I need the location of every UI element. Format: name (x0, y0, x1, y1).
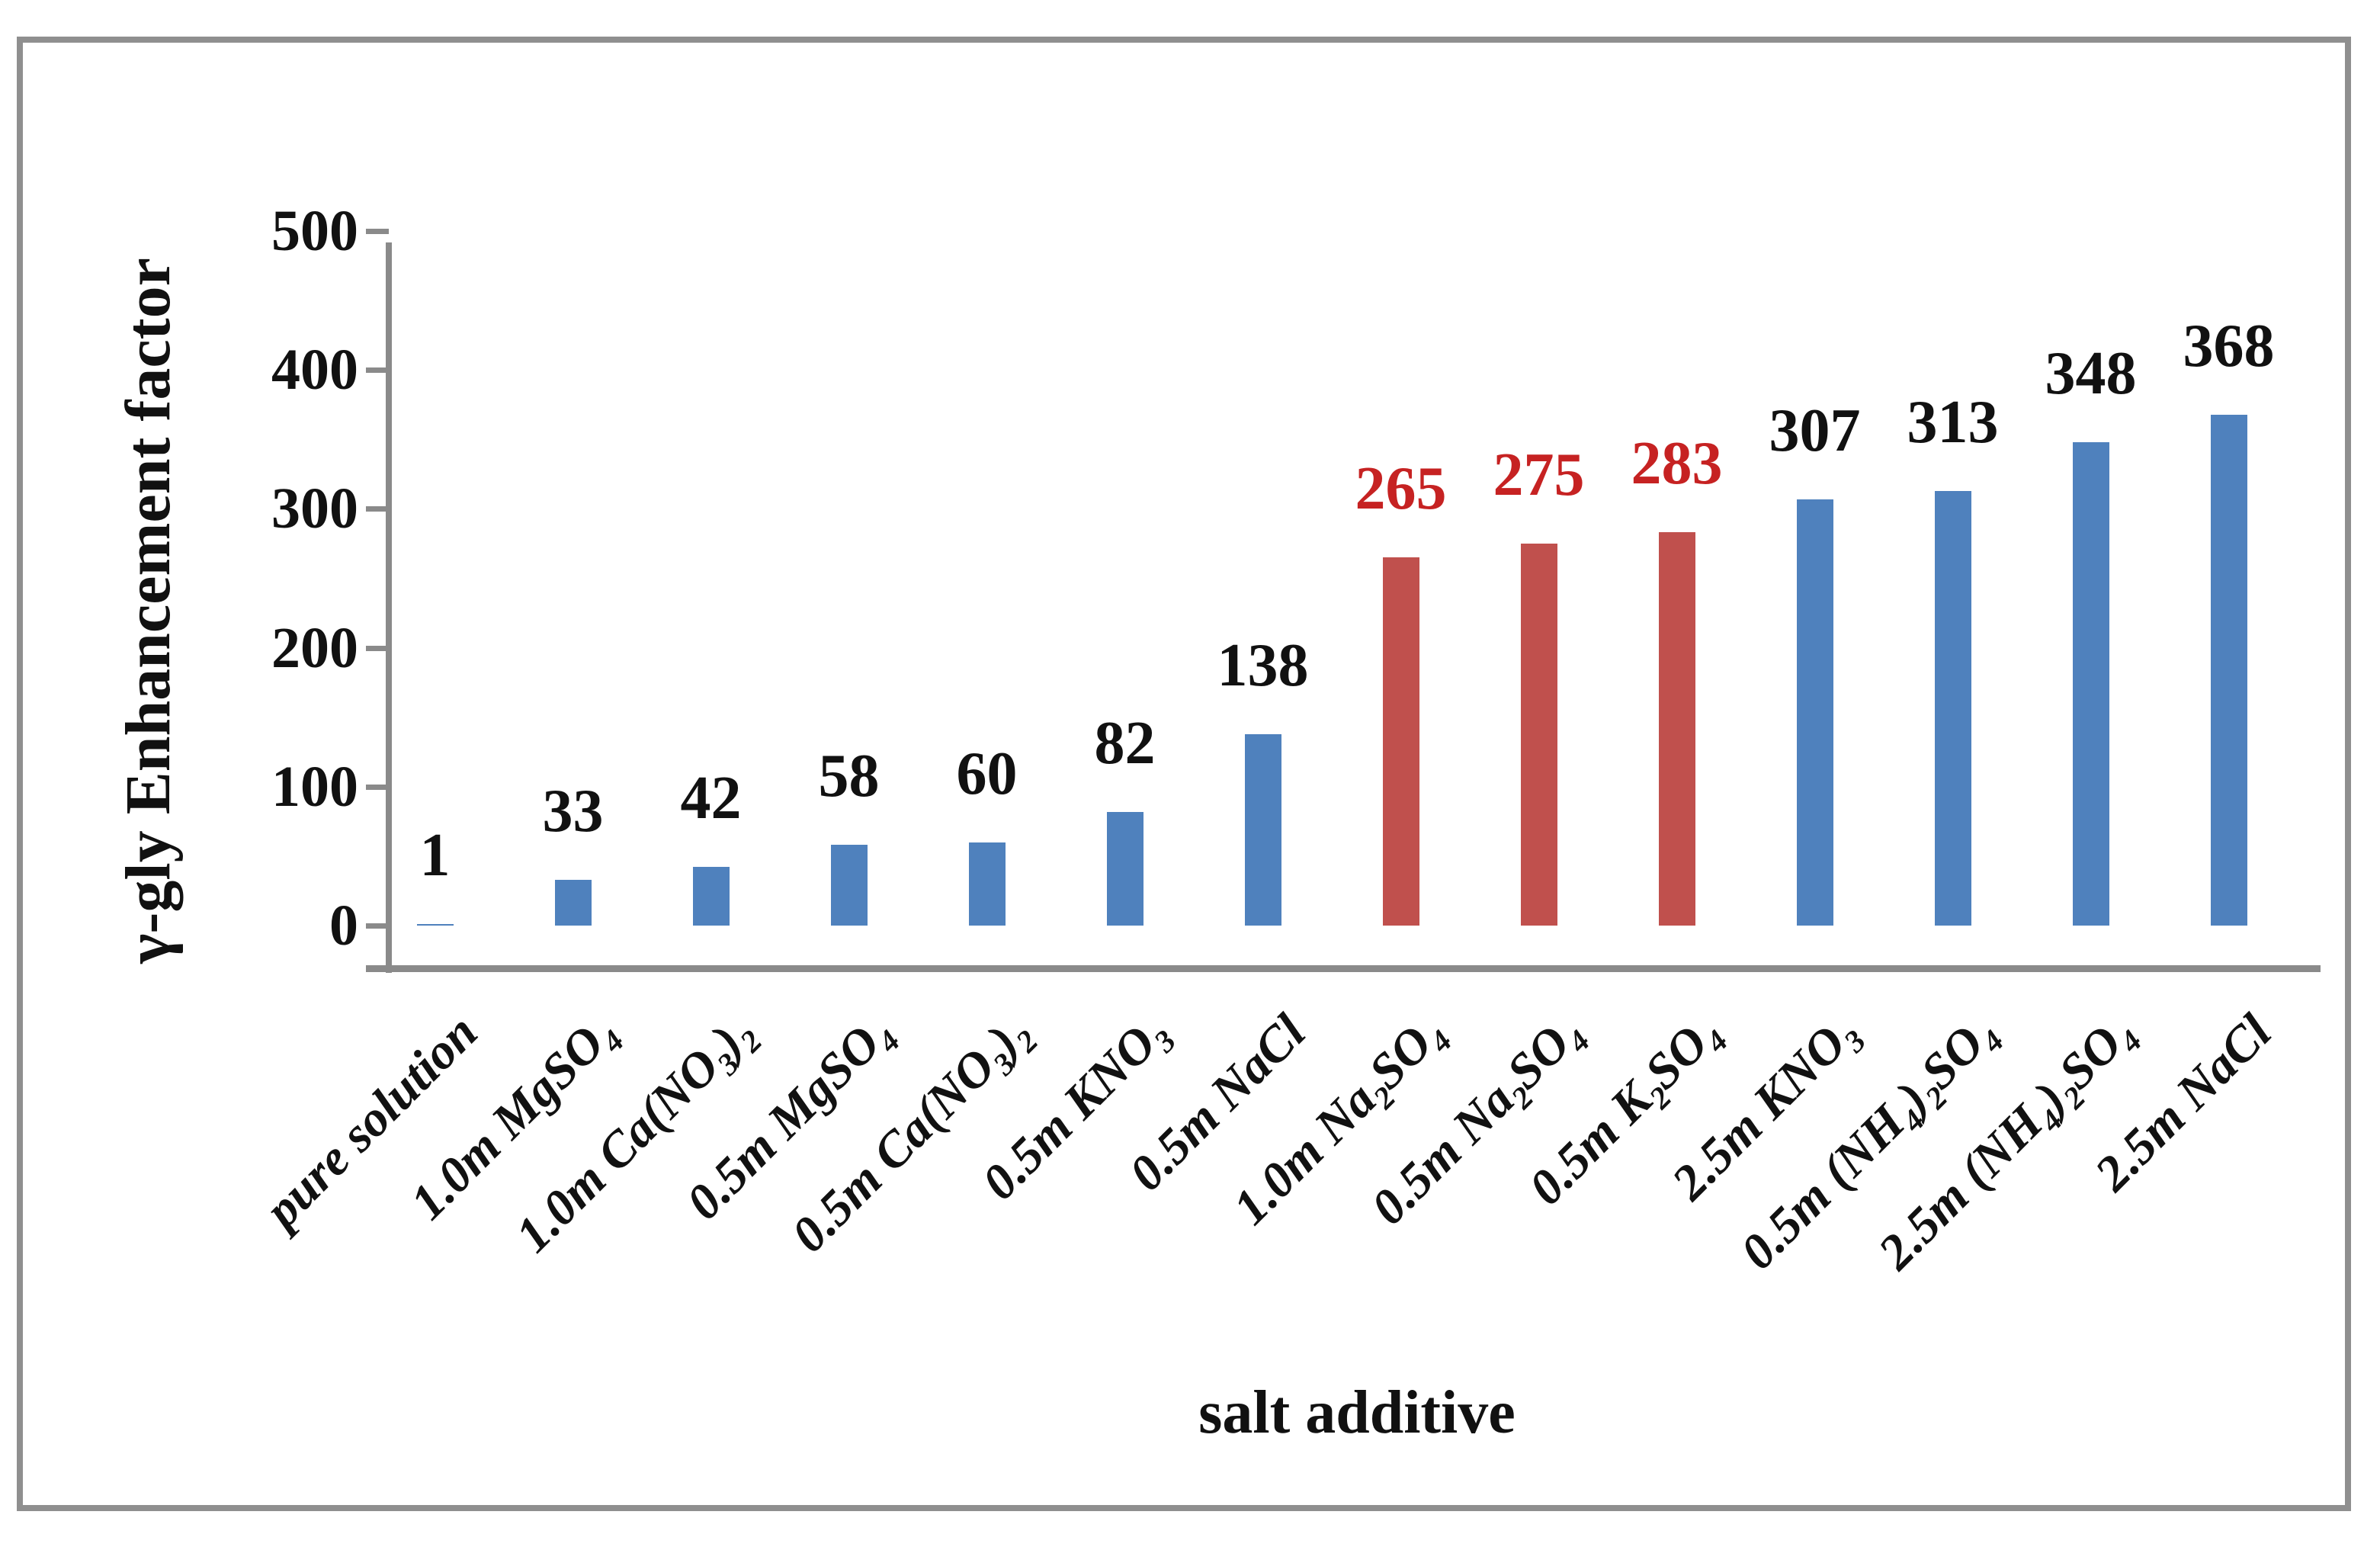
y-axis-tick-label: 200 (271, 615, 358, 680)
subscript: 2 (2056, 1080, 2092, 1115)
bar-value-label: 33 (542, 778, 604, 845)
bar (1382, 557, 1419, 926)
subscript: 2 (1642, 1080, 1678, 1115)
subscript: 4 (2112, 1023, 2148, 1059)
subscript: 3 (710, 1046, 746, 1082)
y-axis-tick-mark (366, 506, 389, 512)
subscript: 2 (1504, 1080, 1540, 1115)
subscript: 4 (1698, 1023, 1734, 1059)
bar-value-label: 368 (2183, 313, 2275, 380)
bar (2210, 415, 2247, 926)
y-axis-tick-mark (366, 367, 389, 374)
subscript: 4 (1895, 1102, 1931, 1138)
bar-value-label: 307 (1769, 397, 1861, 464)
subscript: 4 (2033, 1102, 2069, 1138)
x-axis-line (366, 965, 2321, 972)
bar-value-label: 1 (419, 822, 451, 889)
y-axis-line (386, 242, 392, 973)
bar (968, 842, 1006, 926)
bar-value-label: 42 (680, 765, 742, 832)
y-axis-tick-mark (366, 229, 389, 234)
bar-value-label: 60 (956, 740, 1018, 807)
bar (2072, 442, 2109, 926)
y-axis-tick-label: 300 (271, 477, 358, 541)
bar (416, 924, 454, 926)
subscript: 3 (986, 1046, 1022, 1082)
subscript: 4 (1560, 1023, 1596, 1059)
bar (1106, 812, 1143, 926)
y-axis-tick-label: 0 (329, 894, 358, 958)
bar-value-label: 348 (2045, 340, 2137, 407)
bar (1934, 491, 1971, 926)
subscript: 4 (595, 1023, 630, 1059)
y-axis-tick-label: 500 (271, 199, 358, 263)
subscript: 2 (733, 1023, 768, 1059)
bar (692, 867, 730, 926)
x-axis-title: salt additive (1198, 1379, 1516, 1446)
y-axis-tick-mark (366, 923, 389, 929)
subscript: 3 (1147, 1023, 1182, 1059)
bar-value-label: 58 (818, 743, 880, 810)
y-axis-tick-label: 400 (271, 338, 358, 403)
bar-value-label: 275 (1493, 441, 1585, 509)
subscript: 2 (1366, 1080, 1402, 1115)
bar (554, 880, 592, 926)
bar (830, 845, 868, 926)
bar (1244, 734, 1281, 926)
subscript: 2 (1918, 1080, 1954, 1115)
subscript: 4 (1423, 1023, 1458, 1059)
y-axis-tick-mark (366, 784, 389, 790)
bar (1520, 544, 1557, 926)
y-axis-tick-mark (366, 645, 389, 651)
y-axis-tick-label: 100 (271, 754, 358, 819)
bar-value-label: 313 (1907, 389, 1999, 456)
subscript: 4 (1974, 1023, 2010, 1059)
bar (1658, 532, 1695, 926)
bar (1796, 499, 1833, 926)
subscript: 3 (1836, 1023, 1872, 1059)
chart-border-frame: γ-gly Enhancement factor salt additive 0… (17, 37, 2351, 1511)
bar-value-label: 265 (1355, 455, 1447, 522)
bar-value-label: 138 (1217, 632, 1309, 699)
subscript: 2 (1009, 1023, 1044, 1059)
subscript: 4 (871, 1023, 906, 1059)
bar-value-label: 283 (1631, 430, 1723, 497)
bar-value-label: 82 (1094, 710, 1156, 777)
